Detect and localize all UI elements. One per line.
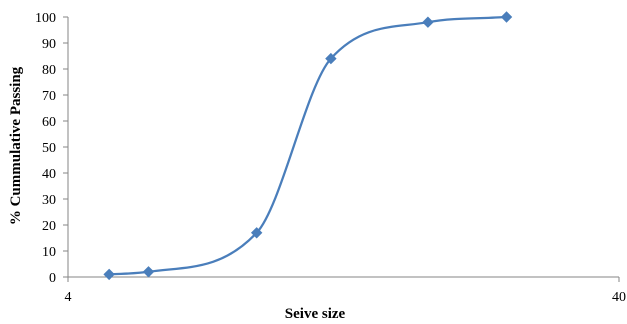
data-point-marker [250, 227, 263, 239]
y-tick-label: 10 [42, 245, 56, 260]
y-tick-label: 20 [42, 219, 56, 234]
x-tick-label: 4 [65, 290, 72, 305]
y-tick-label: 0 [49, 271, 56, 286]
data-point-marker [103, 268, 115, 281]
y-tick-label: 40 [42, 167, 56, 182]
y-tick-label: 30 [42, 193, 56, 208]
data-point-marker [325, 52, 337, 65]
data-point-marker [500, 11, 513, 23]
data-point-marker [422, 16, 434, 28]
y-axis-title: % Cummulative Passing [8, 66, 24, 225]
y-tick-label: 60 [42, 115, 56, 130]
y-axis-ticks: 0 10 20 30 40 50 60 70 80 90 100 [35, 11, 68, 286]
y-tick-label: 100 [35, 11, 56, 26]
data-markers [103, 11, 513, 281]
y-tick-label: 50 [42, 141, 56, 156]
y-tick-label: 90 [42, 37, 56, 52]
x-axis-title: Seive size [285, 306, 346, 322]
series-line [109, 15, 507, 276]
x-tick-label: 40 [612, 290, 626, 305]
y-tick-label: 80 [42, 63, 56, 78]
data-point-marker [142, 266, 155, 278]
y-tick-label: 70 [42, 89, 56, 104]
x-axis-ticks: 4 40 [65, 277, 626, 305]
